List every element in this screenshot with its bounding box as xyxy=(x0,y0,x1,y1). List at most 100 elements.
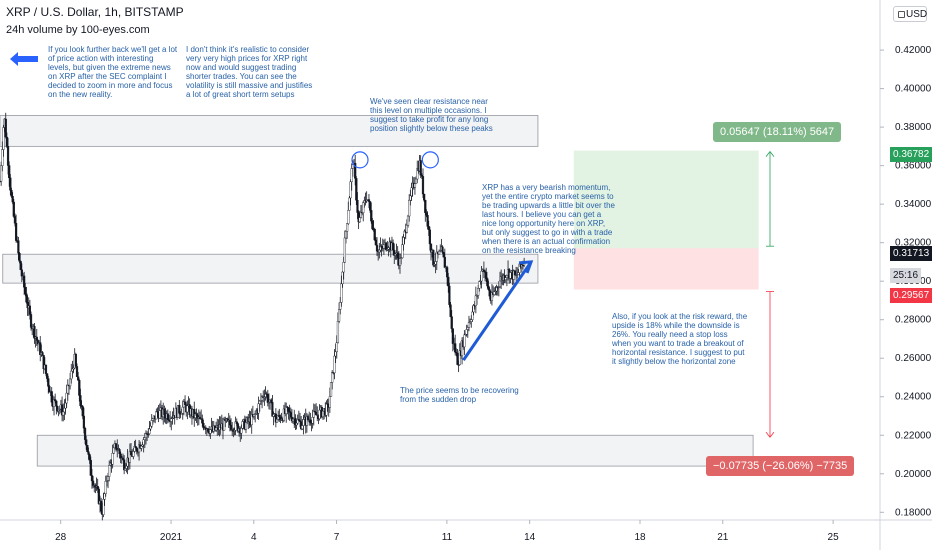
x-tick-label: 11 xyxy=(442,532,453,543)
candle-body xyxy=(285,406,288,414)
candle-body xyxy=(275,418,279,423)
candle-body xyxy=(181,406,184,414)
candle-body xyxy=(306,416,310,421)
candle-body xyxy=(183,401,187,405)
candle-body xyxy=(129,451,133,456)
candle-body xyxy=(46,373,49,379)
candle-body xyxy=(329,382,333,397)
y-tick-label: 0.28000 xyxy=(895,315,932,326)
candle-body xyxy=(69,378,72,387)
candle-body xyxy=(421,176,425,195)
candle-body xyxy=(405,224,408,233)
candle-body xyxy=(446,267,449,278)
candle-body xyxy=(294,417,297,426)
candle-body xyxy=(121,457,125,460)
y-tick-label: 0.26000 xyxy=(895,353,932,364)
candle-body xyxy=(56,406,59,411)
candle-body xyxy=(66,384,69,394)
candle-body xyxy=(33,326,36,339)
candles-group xyxy=(0,112,526,521)
candle-body xyxy=(432,249,435,266)
candle-body xyxy=(429,243,433,253)
candle-body xyxy=(335,342,338,353)
candle-body xyxy=(151,418,154,421)
candle-body xyxy=(382,244,386,249)
candle-body xyxy=(202,423,205,429)
candle-body xyxy=(486,278,489,287)
candle-body xyxy=(81,406,84,417)
chart-title: XRP / U.S. Dollar, 1h, BITSTAMP xyxy=(6,5,184,19)
candle-body xyxy=(289,412,292,418)
candle-body xyxy=(163,408,166,416)
candle-body xyxy=(244,422,248,430)
candle-body xyxy=(103,493,106,500)
candle-body xyxy=(426,214,429,227)
y-tick-label: 0.36000 xyxy=(895,161,932,172)
candle-body xyxy=(0,165,3,182)
candle-body xyxy=(448,285,451,305)
candle-body xyxy=(504,277,507,280)
candle-body xyxy=(347,210,350,224)
note-risk-reward: Also, if you look at the risk reward, th… xyxy=(612,312,748,366)
candle-body xyxy=(394,253,397,256)
candle-body xyxy=(85,439,88,446)
candle-body xyxy=(371,220,374,230)
candle-body xyxy=(178,405,181,414)
x-tick-label: 2021 xyxy=(160,532,183,543)
candle-body xyxy=(125,465,128,469)
y-tick-label: 0.32000 xyxy=(895,238,932,249)
candle-body xyxy=(128,451,131,463)
candle-body xyxy=(35,336,38,341)
candle-body xyxy=(142,439,145,446)
currency-unit-label: USD xyxy=(906,9,928,20)
candle-body xyxy=(102,499,105,515)
candle-body xyxy=(414,178,418,184)
candle-body xyxy=(451,328,454,344)
candle-body xyxy=(301,425,304,430)
candle-body xyxy=(449,304,452,317)
candle-body xyxy=(358,217,361,223)
candle-body xyxy=(92,480,95,486)
candle-body xyxy=(135,447,138,452)
candle-body xyxy=(349,181,352,199)
candle-body xyxy=(328,396,331,408)
candle-body xyxy=(1,149,4,167)
zone-resistance-mid xyxy=(2,253,539,284)
candle-body xyxy=(79,395,82,407)
profit-measure-head xyxy=(765,150,775,157)
candle-body xyxy=(106,476,110,481)
candle-body xyxy=(393,249,396,256)
candle-body xyxy=(12,201,15,217)
candle-body xyxy=(78,380,81,396)
candle-body xyxy=(17,240,20,254)
candle-body xyxy=(340,283,343,303)
candle-body xyxy=(467,322,471,328)
candle-body xyxy=(87,451,90,455)
arrow-left-icon xyxy=(10,52,38,66)
volume-indicator-label: 24h volume by 100-eyes.com xyxy=(6,24,150,36)
note-short-trades: I don't think it's realistic to consider… xyxy=(186,45,313,99)
candle-body xyxy=(271,402,274,417)
candle-body xyxy=(229,424,233,430)
candle-body xyxy=(70,370,73,380)
candle-body xyxy=(48,386,51,393)
candle-body xyxy=(250,414,253,426)
candle-body xyxy=(25,293,28,303)
candle-body xyxy=(13,216,17,224)
candle-body xyxy=(62,411,65,416)
candle-body xyxy=(485,271,488,279)
candle-body xyxy=(482,269,486,272)
candle-body xyxy=(334,351,337,357)
candle-body xyxy=(434,261,437,265)
candle-body xyxy=(516,274,519,276)
candle-body xyxy=(2,127,5,150)
currency-unit-button[interactable]: USD xyxy=(893,6,927,22)
candle-body xyxy=(18,253,21,262)
candle-body xyxy=(425,212,428,216)
candle-body xyxy=(10,190,13,197)
candle-body xyxy=(55,400,58,407)
candle-body xyxy=(370,210,373,222)
candle-body xyxy=(343,237,346,263)
candle-body xyxy=(423,193,426,201)
